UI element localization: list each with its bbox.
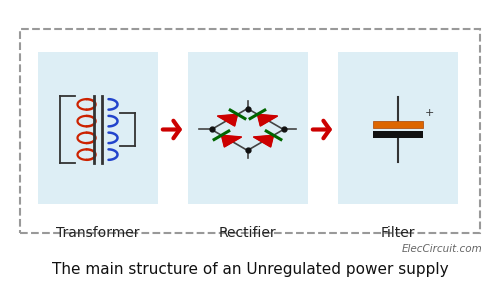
FancyBboxPatch shape	[372, 121, 422, 128]
Text: +: +	[425, 109, 434, 118]
Polygon shape	[258, 114, 278, 126]
FancyBboxPatch shape	[338, 52, 458, 204]
Text: Rectifier: Rectifier	[218, 226, 276, 240]
Polygon shape	[254, 135, 274, 147]
Text: Filter: Filter	[380, 226, 415, 240]
Text: Transformer: Transformer	[56, 226, 139, 240]
Polygon shape	[218, 114, 238, 126]
Text: ElecCircuit.com: ElecCircuit.com	[402, 244, 482, 254]
Polygon shape	[222, 135, 242, 147]
Text: The main structure of an Unregulated power supply: The main structure of an Unregulated pow…	[52, 262, 448, 277]
FancyBboxPatch shape	[372, 131, 422, 138]
FancyBboxPatch shape	[188, 52, 308, 204]
FancyBboxPatch shape	[38, 52, 158, 204]
